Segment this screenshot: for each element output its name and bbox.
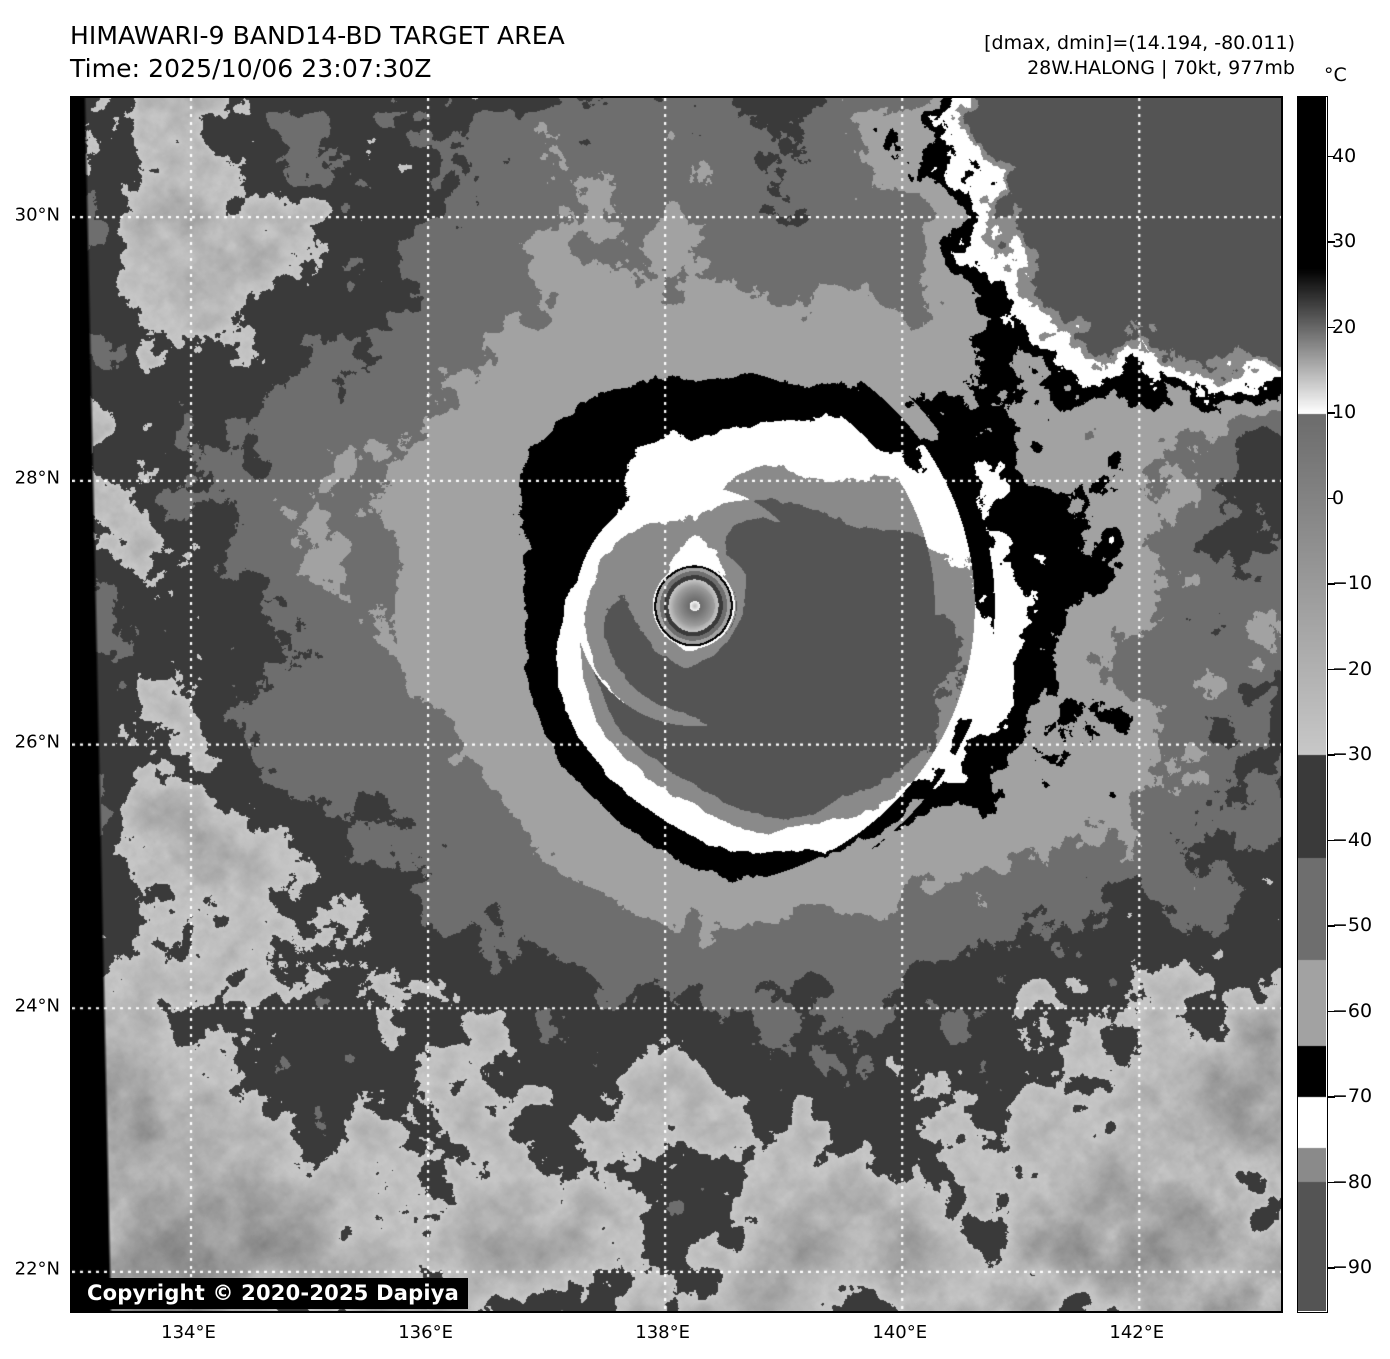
x-tick-label: 138°E <box>635 1322 691 1343</box>
x-tick-label: 140°E <box>872 1322 928 1343</box>
storm-info-label: 28W.HALONG | 70kt, 977mb <box>1027 57 1295 80</box>
colorbar-tick-label: 30 <box>1332 230 1357 253</box>
copyright-watermark: Copyright © 2020-2025 Dapiya <box>78 1278 468 1309</box>
y-tick-label: 26°N <box>14 731 60 753</box>
colorbar-tick-label: 40 <box>1332 144 1357 167</box>
colorbar-tick-label: −10 <box>1332 572 1373 595</box>
colorbar-tick-label: 0 <box>1332 486 1345 509</box>
colorbar-tick-mark <box>1328 1267 1335 1269</box>
dmax-dmin-label: [dmax, dmin]=(14.194, -80.011) <box>984 32 1295 54</box>
colorbar-tick-label: 20 <box>1332 315 1357 338</box>
x-tick-label: 134°E <box>161 1322 216 1343</box>
colorbar-tick-mark <box>1328 497 1335 500</box>
y-tick-label: 28°N <box>14 467 60 489</box>
colorbar-tick-label: −50 <box>1332 914 1373 937</box>
colorbar-tick-label: −40 <box>1332 828 1373 851</box>
colorbar-tick-label: −80 <box>1332 1170 1373 1193</box>
colorbar-tick-mark <box>1328 155 1335 158</box>
colorbar-tick-label: −20 <box>1332 657 1373 680</box>
colorbar-tick-label: −90 <box>1332 1256 1373 1279</box>
infrared-satellite-imagery <box>72 98 1281 1311</box>
x-tick-label: 136°E <box>398 1322 453 1343</box>
satellite-image-plot: Copyright © 2020-2025 Dapiya <box>70 96 1283 1313</box>
page-title: HIMAWARI-9 BAND14-BD TARGET AREA <box>70 21 565 50</box>
header-left: HIMAWARI-9 BAND14-BD TARGET AREA Time: 2… <box>70 20 565 85</box>
colorbar-tick-mark <box>1328 668 1335 671</box>
colorbar-tick-label: −30 <box>1332 743 1373 766</box>
colorbar-tick-label: −70 <box>1332 1085 1373 1108</box>
colorbar-tick-mark <box>1328 326 1335 329</box>
colorbar-tick-mark <box>1328 925 1335 927</box>
colorbar-tick-label: 10 <box>1332 401 1357 424</box>
colorbar-unit-label: °C <box>1324 64 1347 86</box>
timestamp: Time: 2025/10/06 23:07:30Z <box>70 53 432 83</box>
header-right: [dmax, dmin]=(14.194, -80.011) 28W.HALON… <box>984 31 1295 82</box>
colorbar-tick-mark <box>1328 1096 1335 1098</box>
colorbar-gradient <box>1298 97 1326 1311</box>
colorbar-tick-mark <box>1328 839 1335 842</box>
y-tick-label: 24°N <box>14 995 60 1017</box>
y-tick-label: 22°N <box>14 1258 60 1280</box>
colorbar-tick-mark <box>1328 1010 1335 1013</box>
colorbar-tick-mark <box>1328 1181 1335 1184</box>
y-tick-label: 30°N <box>14 204 60 226</box>
colorbar-tick-mark <box>1328 583 1335 585</box>
colorbar-tick-label: −60 <box>1332 999 1373 1022</box>
colorbar-tick-mark <box>1328 754 1335 756</box>
colorbar-tick-mark <box>1328 412 1335 414</box>
x-tick-label: 142°E <box>1109 1322 1165 1343</box>
colorbar-tick-mark <box>1328 241 1335 243</box>
temperature-colorbar <box>1297 96 1328 1313</box>
